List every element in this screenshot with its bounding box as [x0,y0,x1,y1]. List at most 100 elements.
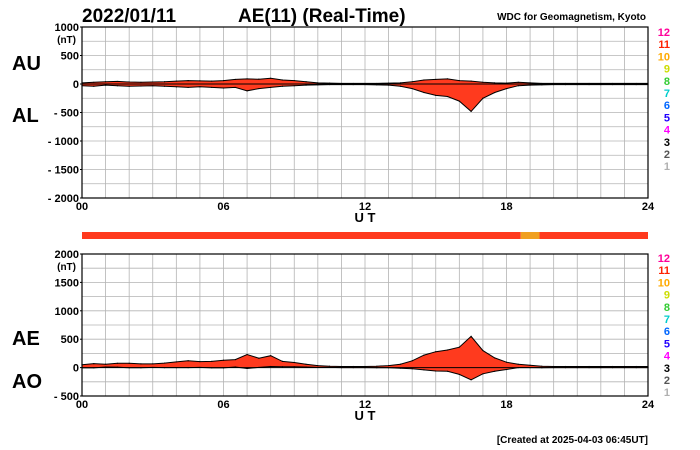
data-point-ae [600,365,602,368]
y-tick-label: 1000 [55,22,79,34]
data-point-au [128,81,130,83]
data-point-au [411,81,413,83]
station-count-label: 7 [664,314,670,326]
station-count-label: 11 [658,39,670,51]
data-point-al [211,86,213,89]
data-point-au [270,77,272,79]
data-bar-segment [520,232,540,239]
y-tick-label: 500 [61,334,79,346]
data-point-ae [104,363,107,365]
data-point-ae [128,362,130,364]
y-tick-label: 2000 [55,249,79,261]
data-point-al [187,86,189,89]
data-point-al [199,86,201,88]
data-point-ae [152,363,154,365]
data-point-al [458,100,460,102]
data-point-au [317,82,319,84]
data-point-ae [588,365,590,368]
data-point-ae [470,335,472,337]
x-axis-label: U T [355,408,376,423]
data-point-al [376,84,378,86]
data-point-au [446,78,449,80]
y-unit-label: (nT) [57,35,76,46]
y-tick-label: - 1500 [48,165,79,177]
data-point-ae [541,365,543,367]
data-point-ae [623,365,626,368]
data-point-ae [140,363,142,365]
data-point-ae [505,361,508,363]
data-point-al [423,91,425,94]
data-point-au [140,81,142,83]
data-point-ao [270,365,272,368]
data-point-al [128,85,130,87]
station-count-label: 3 [664,363,670,375]
data-point-au [305,81,307,83]
data-point-al [246,90,248,92]
data-point-ao [458,373,460,376]
x-tick-label: 06 [217,399,229,411]
data-point-ae [93,363,95,365]
data-point-ao [470,379,472,381]
data-point-ae [458,346,460,348]
data-point-al [387,84,390,86]
data-point-ae [564,365,567,368]
data-point-al [293,85,295,87]
data-point-ae [364,365,366,368]
data-point-au [163,81,166,83]
station-count-label: 5 [664,338,670,350]
station-count-label: 8 [664,76,670,88]
data-source: WDC for Geomagnetism, Kyoto [497,12,646,23]
data-point-ae [317,365,319,367]
data-bar-segment [82,232,521,239]
data-point-ae [411,360,413,362]
data-point-al [317,84,319,86]
x-tick-label: 18 [500,201,512,213]
data-point-au [104,81,107,83]
data-point-au [293,79,295,82]
station-count-label: 10 [658,51,670,63]
y-tick-label: - 500 [54,391,79,403]
data-point-ae [163,362,166,364]
data-point-au [281,79,284,81]
station-count-label: 11 [658,265,670,277]
data-point-ae [399,363,401,365]
data-point-ae [329,365,331,367]
data-point-au [399,82,401,84]
data-availability-bar [82,232,648,239]
data-point-ae [305,363,307,365]
data-point-ae [270,355,272,357]
chart-title: AE(11) (Real-Time) [238,6,406,27]
data-point-ae [258,357,260,359]
y-tick-label: 0 [73,79,79,91]
data-point-au [258,78,260,80]
data-point-ae [576,365,578,368]
data-point-al [505,87,508,90]
x-axis-label: U T [355,210,376,225]
data-point-ae [281,360,284,362]
data-point-ao [281,366,284,368]
data-point-ae [482,349,484,352]
data-point-al [411,87,413,90]
station-count-label: 4 [664,351,671,363]
data-point-ae [293,361,295,364]
data-point-ao [423,369,425,371]
station-count-label: 7 [664,88,670,100]
data-point-ao [293,366,295,368]
data-point-al [470,110,472,112]
y-tick-label: - 2000 [48,193,79,205]
data-point-al [234,86,236,89]
data-point-au [234,78,236,81]
data-point-ao [246,367,248,370]
data-point-au [116,80,118,83]
data-point-au [152,81,154,83]
data-point-ae [529,364,531,366]
data-point-ae [352,365,354,368]
data-point-al [222,87,225,89]
data-point-au [458,79,460,82]
data-point-ae [612,365,614,368]
data-point-au [199,80,201,82]
series-label-ae: AE [12,328,40,350]
data-point-ae [211,360,213,362]
station-count-label: 3 [664,137,670,149]
